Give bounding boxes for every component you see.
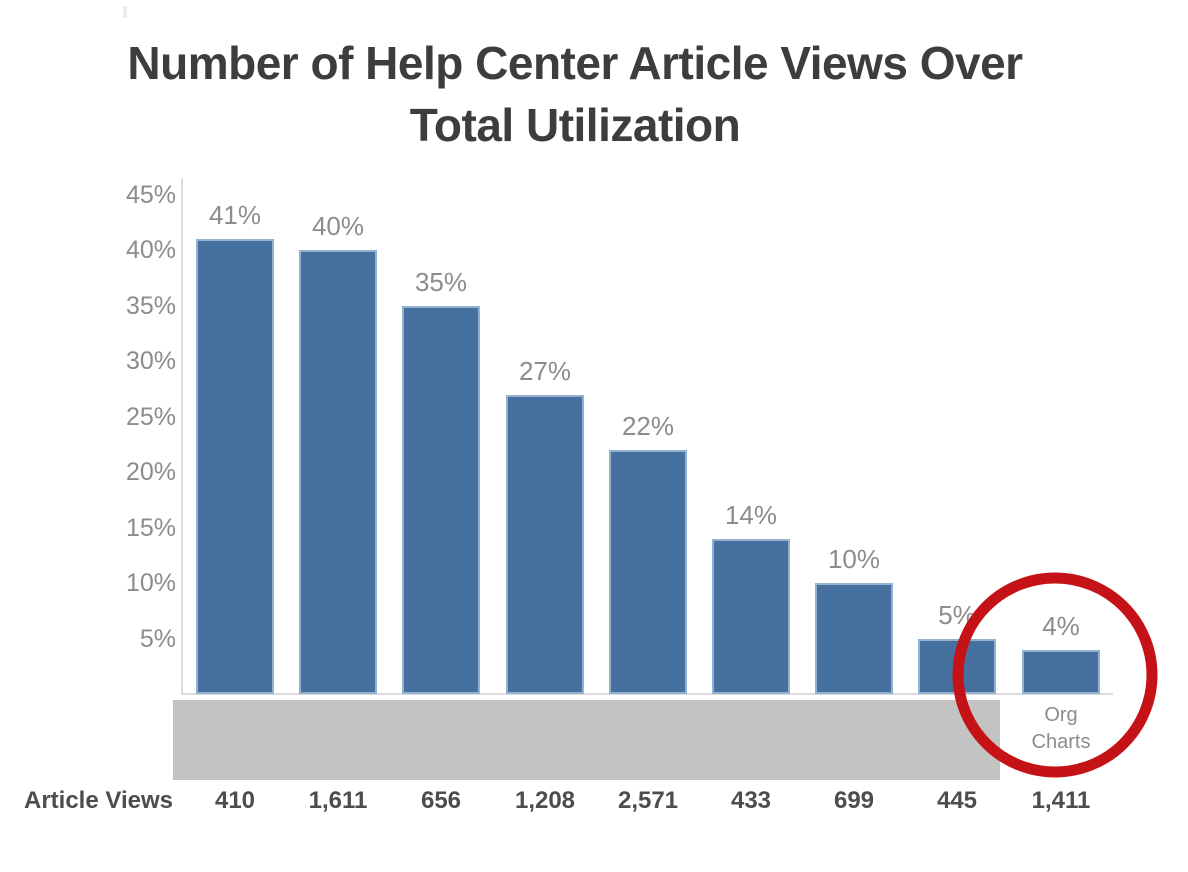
chart-title-line-2: Total Utilization xyxy=(409,99,741,151)
y-tick-label: 10% xyxy=(125,569,176,598)
article-views-value: 445 xyxy=(936,787,978,814)
chart-title: Number of Help Center Article Views Over… xyxy=(0,32,1150,156)
article-views-value: 1,208 xyxy=(514,787,576,814)
bar xyxy=(609,450,687,694)
bar-value-label: 14% xyxy=(724,500,778,530)
article-views-value: 1,411 xyxy=(1031,787,1091,814)
bar-value-label: 10% xyxy=(827,544,881,574)
bar xyxy=(918,639,996,694)
bar-value-label: 22% xyxy=(621,411,675,441)
article-views-value: 699 xyxy=(833,787,875,814)
bar xyxy=(712,539,790,694)
bar-value-label: 4% xyxy=(1042,611,1080,641)
y-axis-line xyxy=(181,178,183,695)
article-views-value: 2,571 xyxy=(617,787,679,814)
article-views-value: 1,611 xyxy=(308,787,368,814)
article-views-value: 410 xyxy=(214,787,256,814)
y-tick-label: 45% xyxy=(125,180,176,209)
bar xyxy=(1022,650,1100,694)
bar-category-label: Org Charts xyxy=(1031,704,1091,753)
bar-value-label: 35% xyxy=(414,267,468,297)
bar xyxy=(196,239,274,694)
article-views-value: 656 xyxy=(420,787,462,814)
y-tick-label: 20% xyxy=(125,458,176,487)
y-tick-label: 5% xyxy=(139,624,176,653)
x-axis-line xyxy=(181,693,1113,695)
y-tick-label: 15% xyxy=(125,513,176,542)
bar xyxy=(815,583,893,694)
bar xyxy=(402,306,480,694)
y-tick-label: 40% xyxy=(125,236,176,265)
article-views-row-label: Article Views xyxy=(24,787,173,814)
chart-title-line-1: Number of Help Center Article Views Over xyxy=(127,37,1023,89)
y-tick-label: 25% xyxy=(125,402,176,431)
y-tick-label: 30% xyxy=(125,347,176,376)
artifact-tick xyxy=(123,6,127,18)
redaction-box xyxy=(173,700,1000,780)
bar xyxy=(506,395,584,694)
bar xyxy=(299,250,377,694)
bar-value-label: 41% xyxy=(208,200,262,230)
bar-value-label: 40% xyxy=(311,211,365,241)
bar-value-label: 27% xyxy=(518,356,572,386)
article-views-value: 433 xyxy=(730,787,772,814)
y-tick-label: 35% xyxy=(125,291,176,320)
